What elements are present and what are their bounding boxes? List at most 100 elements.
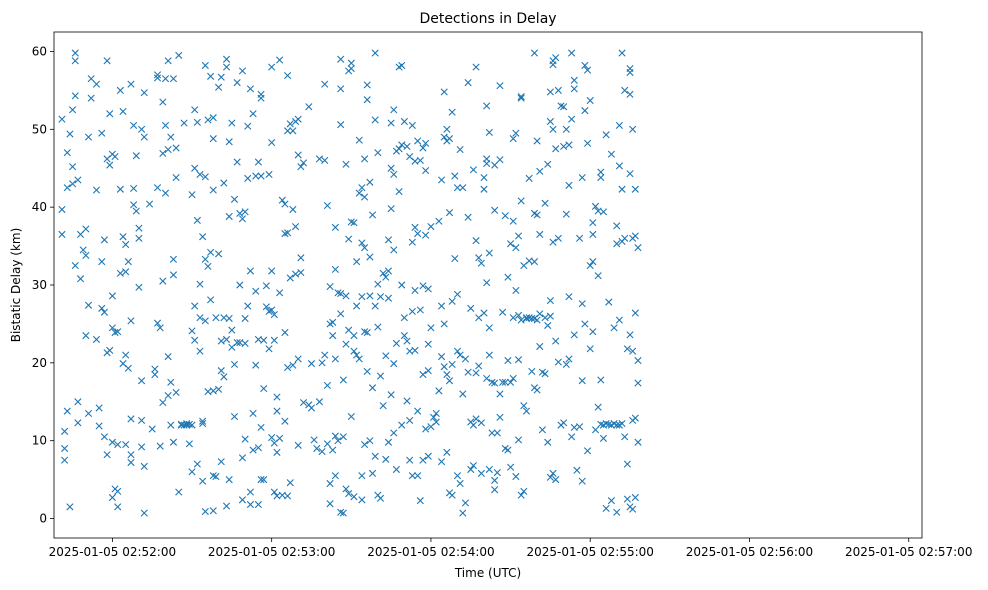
data-point xyxy=(562,210,570,218)
data-point xyxy=(480,185,488,193)
data-point xyxy=(262,282,270,290)
data-point xyxy=(254,444,262,452)
data-point xyxy=(257,423,265,432)
data-point xyxy=(244,174,252,182)
data-point xyxy=(281,328,289,337)
data-point xyxy=(583,447,592,455)
data-point xyxy=(230,195,239,203)
data-point xyxy=(445,377,454,385)
data-point xyxy=(347,59,355,67)
data-point xyxy=(199,417,207,425)
data-point xyxy=(347,412,355,421)
data-point xyxy=(188,191,196,199)
data-point xyxy=(329,318,337,326)
data-point xyxy=(368,384,377,392)
data-point xyxy=(116,185,124,193)
data-point xyxy=(244,302,252,310)
data-point xyxy=(520,487,528,495)
data-point xyxy=(339,376,347,384)
data-point xyxy=(294,151,302,159)
data-point xyxy=(552,476,560,484)
data-point xyxy=(525,174,533,182)
data-point xyxy=(217,73,225,81)
data-point xyxy=(522,407,531,415)
data-point xyxy=(570,331,578,339)
data-point xyxy=(188,327,196,335)
data-point xyxy=(175,488,183,496)
data-point xyxy=(552,54,560,62)
data-point xyxy=(533,386,541,394)
data-point xyxy=(66,503,74,511)
data-point xyxy=(623,495,631,503)
data-point xyxy=(363,328,371,337)
data-point xyxy=(390,246,398,254)
data-point xyxy=(169,75,178,83)
data-point xyxy=(517,94,525,102)
data-point xyxy=(347,218,355,226)
data-point xyxy=(387,119,395,127)
data-point xyxy=(400,332,408,340)
data-point xyxy=(549,61,557,69)
data-point xyxy=(626,68,634,77)
data-point xyxy=(222,55,231,63)
data-point xyxy=(286,120,294,128)
data-point xyxy=(366,292,374,300)
data-point xyxy=(376,494,385,502)
data-point xyxy=(246,85,255,93)
data-point xyxy=(196,170,204,179)
data-point xyxy=(475,362,483,370)
data-point xyxy=(169,271,178,279)
data-point xyxy=(265,345,273,353)
points-layer xyxy=(58,49,642,517)
data-point xyxy=(122,440,130,449)
data-point xyxy=(169,438,178,446)
data-point xyxy=(384,294,393,302)
data-point xyxy=(185,440,193,448)
x-tick-label: 2025-01-05 02:52:00 xyxy=(49,545,176,559)
data-point xyxy=(188,468,196,476)
x-tick-label: 2025-01-05 02:54:00 xyxy=(367,545,494,559)
data-point xyxy=(424,340,432,348)
data-point xyxy=(432,418,440,426)
data-point xyxy=(148,425,156,433)
data-point xyxy=(246,488,255,496)
data-point xyxy=(456,479,464,488)
data-point xyxy=(453,347,462,355)
data-point xyxy=(225,138,233,146)
data-point xyxy=(363,81,371,89)
data-point xyxy=(233,158,241,166)
data-point xyxy=(544,160,552,168)
data-point xyxy=(103,57,111,65)
data-point xyxy=(58,115,66,123)
data-point xyxy=(342,160,350,168)
data-point xyxy=(353,258,361,266)
data-point xyxy=(432,409,440,418)
data-point xyxy=(339,509,347,517)
data-point xyxy=(185,420,193,428)
data-point xyxy=(560,142,568,151)
data-point xyxy=(164,57,172,65)
data-point xyxy=(538,426,547,434)
data-point xyxy=(453,290,462,298)
data-point xyxy=(140,462,148,470)
data-point xyxy=(621,433,629,441)
data-point xyxy=(491,379,499,387)
data-point xyxy=(445,209,454,217)
data-point xyxy=(153,184,162,192)
data-point xyxy=(114,487,122,495)
data-point xyxy=(467,304,475,312)
data-point xyxy=(408,121,416,130)
data-point xyxy=(504,356,512,365)
data-point xyxy=(82,332,90,340)
data-point xyxy=(437,353,446,361)
data-point xyxy=(116,269,124,277)
data-point xyxy=(345,326,353,334)
x-tick-label: 2025-01-05 02:56:00 xyxy=(686,545,813,559)
data-point xyxy=(506,463,515,471)
data-point xyxy=(384,438,393,446)
data-point xyxy=(228,119,236,127)
data-point xyxy=(310,436,318,444)
data-point xyxy=(618,49,626,57)
data-point xyxy=(384,267,393,275)
data-point xyxy=(161,75,170,83)
